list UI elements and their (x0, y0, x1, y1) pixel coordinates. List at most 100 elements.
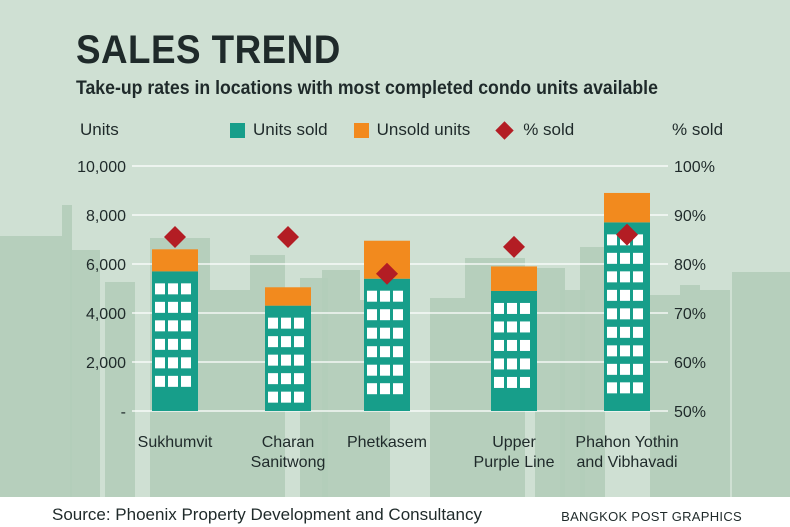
bar-windows (367, 290, 403, 395)
x-tick-label-line: and Vibhavadi (576, 454, 677, 471)
x-tick-label-line: Phahon Yothin (575, 434, 678, 451)
window (633, 234, 643, 246)
skyline-building (650, 295, 680, 497)
window (380, 309, 390, 321)
window (620, 345, 630, 357)
window (620, 382, 630, 394)
legend-swatch-units-sold (230, 122, 245, 138)
window (168, 375, 178, 387)
window (367, 364, 377, 376)
bar-unsold-units (152, 249, 198, 272)
window (168, 338, 178, 350)
x-tick-label: Sukhumvit (138, 434, 213, 451)
y-tick-label: 2,000 (86, 355, 126, 372)
bar-windows (494, 302, 530, 388)
chart-subtitle: Take-up rates in locations with most com… (76, 78, 658, 99)
window (620, 271, 630, 283)
skyline-building (732, 272, 790, 497)
skyline-building (430, 298, 465, 497)
y2-tick-label: 90% (674, 208, 706, 225)
window (181, 301, 191, 313)
window (380, 364, 390, 376)
window (393, 346, 403, 358)
chart-title: SALES TREND (76, 28, 341, 72)
legend: Units sold Unsold units % sold (230, 120, 600, 140)
window (268, 354, 278, 366)
bar-windows (268, 317, 304, 403)
x-tick-label-line: Purple Line (474, 454, 555, 471)
window (155, 301, 165, 313)
window (494, 358, 504, 370)
window (181, 320, 191, 332)
window (155, 375, 165, 387)
legend-item-unsold-units: Unsold units (353, 120, 470, 140)
window (294, 354, 304, 366)
x-tick-label: Upper Purple Line (474, 434, 555, 471)
window (393, 327, 403, 339)
window (507, 302, 517, 314)
y-axis-right: 50% 60% 70% 80% 90% 100% (674, 159, 715, 421)
window (520, 302, 530, 314)
legend-diamond-icon (495, 120, 514, 140)
window (281, 391, 291, 403)
y-tick-label: 8,000 (86, 208, 126, 225)
window (607, 382, 617, 394)
y-tick-label: 6,000 (86, 257, 126, 274)
legend-item-percent-sold: % sold (495, 120, 575, 140)
window (168, 283, 178, 295)
percent-sold-marker (503, 235, 525, 258)
window (607, 326, 617, 338)
window (168, 301, 178, 313)
window (155, 320, 165, 332)
window (507, 339, 517, 351)
window (620, 289, 630, 301)
percent-sold-marker (164, 226, 186, 249)
window (367, 383, 377, 395)
window (607, 363, 617, 375)
window (607, 252, 617, 264)
window (393, 383, 403, 395)
y2-tick-label: 100% (674, 159, 715, 176)
x-tick-label-line: Phetkasem (347, 434, 427, 451)
x-tick-label-line: Upper (492, 434, 536, 451)
window (507, 358, 517, 370)
window (633, 271, 643, 283)
skyline-building (700, 290, 730, 497)
y2-tick-label: 70% (674, 306, 706, 323)
skyline-building (580, 247, 605, 497)
percent-sold-marker (376, 262, 398, 285)
window (507, 321, 517, 333)
window (607, 308, 617, 320)
percent-sold-marker (277, 226, 299, 249)
percent-sold-markers (164, 223, 638, 285)
city-skyline-background (0, 205, 790, 497)
source-note: Source: Phoenix Property Development and… (52, 505, 482, 524)
window (181, 338, 191, 350)
bar-windows (155, 283, 191, 387)
window (380, 383, 390, 395)
window (633, 308, 643, 320)
footer-bar (0, 497, 790, 527)
y-axis-title: Units (80, 120, 119, 139)
window (268, 336, 278, 348)
legend-label-units-sold: Units sold (253, 120, 328, 139)
legend-label-percent-sold: % sold (523, 120, 575, 139)
x-tick-label: Charan Sanitwong (251, 434, 326, 471)
window (168, 320, 178, 332)
skyline-building (322, 270, 360, 497)
window (520, 321, 530, 333)
window (367, 309, 377, 321)
y2-tick-label: 60% (674, 355, 706, 372)
x-tick-label: Phetkasem (347, 434, 427, 451)
x-tick-label: Phahon Yothin and Vibhavadi (575, 434, 678, 471)
window (380, 346, 390, 358)
y2-tick-label: 80% (674, 257, 706, 274)
window (155, 357, 165, 369)
window (380, 327, 390, 339)
y-tick-label: 4,000 (86, 306, 126, 323)
window (520, 376, 530, 388)
window (633, 363, 643, 375)
window (607, 289, 617, 301)
window (367, 346, 377, 358)
